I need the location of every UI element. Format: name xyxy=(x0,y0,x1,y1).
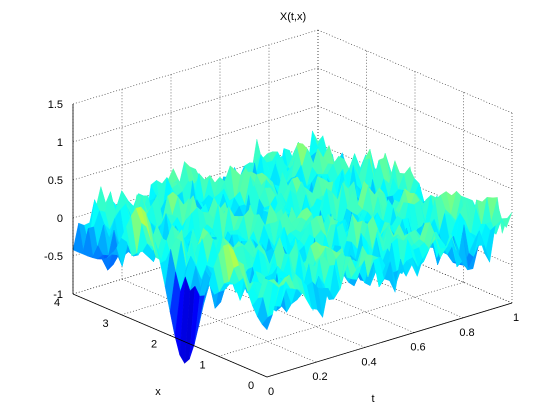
axes xyxy=(72,104,513,378)
surface-patch xyxy=(261,314,273,331)
side-wall-grid-line xyxy=(317,67,513,152)
z-tick-label: 0 xyxy=(57,213,63,225)
x-tick-label: 4 xyxy=(54,297,60,309)
x-axis-line xyxy=(72,293,268,378)
x-tick-label: 1 xyxy=(199,359,205,371)
chart-title: X(t,x) xyxy=(280,11,306,23)
t-tick-label: 1 xyxy=(513,312,519,324)
z-tick-label: 0.5 xyxy=(48,175,63,187)
side-wall-grid-line xyxy=(317,105,513,190)
z-tick-label: 1 xyxy=(57,137,63,149)
floor-grid-line xyxy=(218,282,464,357)
back-wall-grid-line xyxy=(72,29,319,105)
x-tick-label: 0 xyxy=(248,380,254,392)
t-tick-label: 0.2 xyxy=(312,371,327,383)
z-tick-label: 1.5 xyxy=(48,99,63,111)
back-wall-grid-line xyxy=(72,105,319,181)
t-axis-line xyxy=(266,302,513,378)
side-wall-grid-line xyxy=(317,29,513,114)
x-tick-label: 2 xyxy=(151,339,157,351)
t-tick-label: 0.8 xyxy=(459,327,474,339)
tick-labels: 0 0.2 0.4 0.6 0.8 1 0 1 2 3 4-1 -0.5 0 0.5 1 1.5 xyxy=(44,99,519,398)
z-tick-label: -0.5 xyxy=(44,251,63,263)
back-wall-grid-line xyxy=(72,67,319,143)
t-tick-label: 0 xyxy=(268,386,274,398)
x-axis-label: t xyxy=(371,393,374,405)
y-axis-label: x xyxy=(155,386,161,398)
surface xyxy=(72,130,513,365)
t-tick-label: 0.6 xyxy=(410,342,425,354)
x-tick-label: 3 xyxy=(102,318,108,330)
z-tick-label: -1 xyxy=(53,289,63,301)
t-tick-label: 0.4 xyxy=(361,356,376,368)
